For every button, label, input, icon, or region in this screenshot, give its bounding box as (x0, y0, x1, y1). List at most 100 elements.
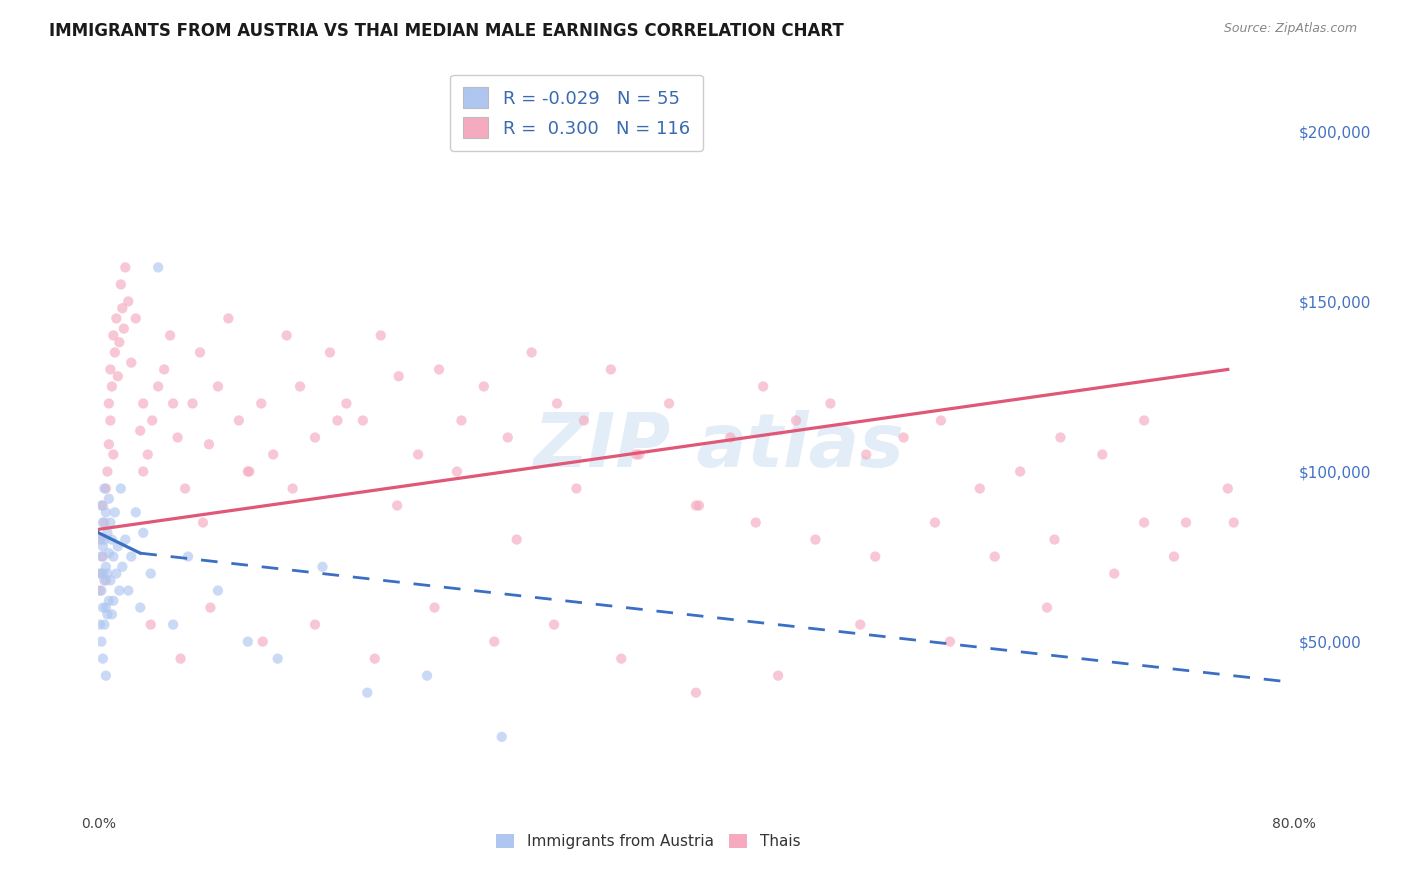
Point (984, 549, 1007, 564)
Point (543, 617, 565, 632)
Point (628, 448, 651, 462)
Point (565, 482, 588, 496)
Point (90, 634, 112, 648)
Point (139, 566, 162, 581)
Point (114, 260, 136, 275)
Point (849, 617, 872, 632)
Point (520, 345, 543, 359)
Point (685, 686, 707, 700)
Point (136, 448, 159, 462)
Legend: Immigrants from Austria, Thais: Immigrants from Austria, Thais (491, 828, 806, 855)
Point (491, 730, 513, 744)
Point (105, 311, 128, 326)
Point (472, 379, 495, 393)
Point (262, 448, 284, 462)
Point (198, 437, 221, 451)
Point (572, 413, 595, 427)
Point (250, 396, 273, 410)
Point (132, 525, 155, 540)
Point (688, 499, 710, 513)
Point (217, 311, 239, 326)
Point (103, 594, 125, 608)
Point (97, 437, 120, 451)
Point (177, 549, 200, 564)
Point (89, 533, 111, 547)
Point (125, 505, 148, 519)
Point (924, 516, 946, 530)
Point (207, 583, 229, 598)
Point (101, 533, 124, 547)
Point (304, 430, 326, 444)
Point (103, 549, 125, 564)
Point (1091, 448, 1114, 462)
Point (96, 566, 118, 581)
Point (104, 505, 127, 519)
Point (506, 533, 529, 547)
Point (162, 617, 184, 632)
Point (406, 448, 429, 462)
Point (356, 686, 378, 700)
Point (111, 559, 134, 574)
Point (108, 583, 131, 598)
Point (141, 413, 163, 427)
Point (94, 559, 117, 574)
Point (385, 499, 409, 513)
Point (335, 396, 357, 410)
Point (174, 482, 197, 496)
Point (1049, 430, 1071, 444)
Point (94, 600, 117, 615)
Point (370, 328, 392, 343)
Point (1133, 413, 1156, 427)
Point (148, 260, 170, 275)
Point (120, 549, 142, 564)
Point (745, 516, 768, 530)
Point (105, 566, 128, 581)
Point (89, 617, 111, 632)
Point (132, 396, 155, 410)
Point (90, 533, 112, 547)
Point (304, 617, 326, 632)
Point (939, 634, 962, 648)
Point (236, 634, 259, 648)
Point (132, 465, 155, 479)
Point (91, 651, 114, 665)
Point (93, 574, 115, 588)
Point (108, 335, 131, 350)
Point (855, 448, 877, 462)
Point (148, 379, 170, 393)
Point (93, 482, 115, 496)
Point (110, 482, 132, 496)
Point (97, 546, 120, 560)
Point (228, 413, 250, 427)
Point (101, 607, 124, 622)
Point (496, 430, 519, 444)
Point (1010, 465, 1032, 479)
Point (98, 516, 122, 530)
Point (446, 465, 468, 479)
Point (685, 499, 707, 513)
Point (107, 369, 129, 384)
Point (129, 424, 152, 438)
Point (610, 651, 633, 665)
Point (91, 549, 114, 564)
Point (626, 448, 648, 462)
Point (1163, 549, 1185, 564)
Point (97, 396, 120, 410)
Point (93, 516, 115, 530)
Point (388, 369, 411, 384)
Point (200, 600, 222, 615)
Point (804, 533, 827, 547)
Point (90, 583, 112, 598)
Text: IMMIGRANTS FROM AUSTRIA VS THAI MEDIAN MALE EARNINGS CORRELATION CHART: IMMIGRANTS FROM AUSTRIA VS THAI MEDIAN M… (49, 22, 844, 40)
Point (89, 566, 111, 581)
Point (104, 345, 127, 359)
Point (97, 594, 120, 608)
Point (893, 430, 915, 444)
Point (98, 574, 122, 588)
Point (89, 583, 111, 598)
Point (166, 430, 188, 444)
Point (427, 362, 450, 376)
Point (93, 617, 115, 632)
Point (91, 499, 114, 513)
Point (117, 583, 139, 598)
